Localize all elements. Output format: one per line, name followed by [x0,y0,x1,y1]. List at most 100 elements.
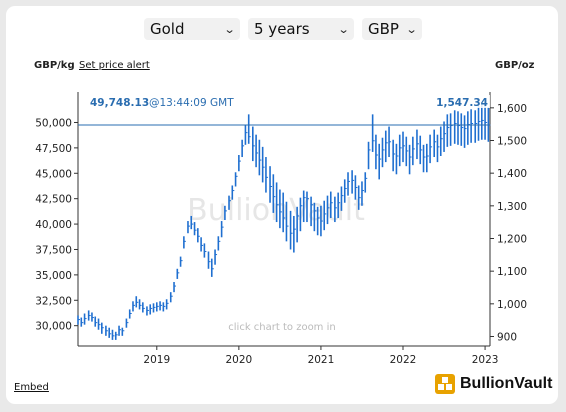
price-bar [419,135,423,165]
price-bar [210,258,214,277]
right-axis-tick-label: 1,300 [497,201,527,213]
right-axis-unit: GBP/oz [495,60,535,71]
chevron-down-icon: ⌄ [405,22,418,36]
zoom-hint: click chart to zoom in [228,322,335,333]
current-price-label-bg [88,95,240,108]
right-axis-tick-label: 1,100 [497,266,527,278]
set-price-alert-link[interactable]: Set price alert [79,60,150,71]
price-bar [306,191,309,223]
brand-name: BullionVault [460,375,553,392]
right-axis-tick-label: 900 [497,331,517,343]
chart-card: Gold ⌄ 5 years ⌄ GBP ⌄ GBP/kg Set price … [6,6,558,404]
price-bar [433,129,437,158]
metal-select-value: Gold [150,20,185,38]
price-bar [354,175,358,200]
price-bar [320,205,323,237]
price-bar [155,302,159,312]
price-bar [446,114,450,147]
price-bar [453,110,457,144]
price-bar [165,299,169,310]
price-bar [231,185,235,200]
current-price-oz-label-bg [434,95,490,108]
price-bar [241,139,245,158]
left-axis-tick-label: 37,500 [35,244,72,256]
chart-axes: 30,000 32,500 35,000 37,500 40,000 42,500 45,0… [35,92,527,366]
price-bar [214,249,218,265]
price-bar [159,301,163,311]
price-bar [252,126,255,162]
metal-select[interactable]: Gold ⌄ [144,18,240,40]
price-bar [169,292,173,303]
x-axis-tick-label: 2023 [472,354,499,366]
price-bar [480,104,484,140]
price-bar [329,191,333,218]
price-bar [142,302,145,313]
price-bar [132,301,135,312]
price-bar [326,195,330,225]
price-bar [105,325,108,336]
price-bar [261,146,265,183]
price-bar [408,144,412,175]
price-chart[interactable]: BullionVault 30,00032,50035,00037,50040,… [6,6,558,366]
price-bar [197,228,200,243]
price-bar [316,206,320,236]
price-bar [343,179,347,203]
price-bar [128,309,132,319]
left-axis-tick-label: 35,000 [35,270,72,282]
price-bar [361,181,364,206]
left-axis-tick-label: 45,000 [35,168,72,180]
price-bar [269,166,273,203]
price-bar [351,170,355,194]
price-bar [176,268,180,279]
period-select-value: 5 years [254,20,310,38]
price-bar [114,331,118,340]
period-select[interactable]: 5 years ⌄ [248,18,354,40]
x-axis-tick-label: 2019 [143,354,170,366]
price-series [77,104,491,340]
price-bar [457,111,460,145]
price-bar [101,322,104,334]
price-bar [146,306,149,316]
price-bar [460,113,464,146]
price-bar [402,131,406,163]
price-bar [367,141,371,170]
price-bar [77,315,80,325]
price-bar [179,256,183,267]
price-bar [302,190,306,223]
price-bar [203,243,207,258]
price-bar [125,318,129,328]
price-bar [238,154,241,172]
price-bar [357,185,361,210]
price-bar [275,182,279,223]
right-axis-tick-label: 1,400 [497,168,527,180]
price-bar [467,111,470,145]
price-bar [429,134,433,164]
price-bar [234,172,238,187]
left-axis-unit: GBP/kg [34,60,75,71]
x-axis-tick-label: 2021 [308,354,335,366]
bullion-logo-icon [435,374,455,394]
price-bar [375,134,378,170]
price-bar [121,327,125,336]
price-bar [94,316,98,327]
price-bar [436,134,440,163]
x-axis-tick-label: 2020 [225,354,252,366]
price-bar [187,221,190,234]
currency-select[interactable]: GBP ⌄ [362,18,422,40]
price-bar [152,303,156,313]
price-bar [378,143,382,180]
price-bar [395,143,399,175]
right-axis-tick-label: 1,000 [497,299,527,311]
price-bar [217,236,221,251]
price-bar [244,124,248,145]
price-bar [398,134,402,167]
price-bar [265,157,268,193]
price-bar [247,114,251,144]
price-bar [108,327,112,338]
price-bar [405,136,409,167]
price-bar [412,136,415,166]
x-axis-tick-label: 2022 [390,354,417,366]
price-bar [289,210,293,250]
embed-link[interactable]: Embed [14,382,49,393]
brand-logo[interactable]: BullionVault [434,373,552,395]
